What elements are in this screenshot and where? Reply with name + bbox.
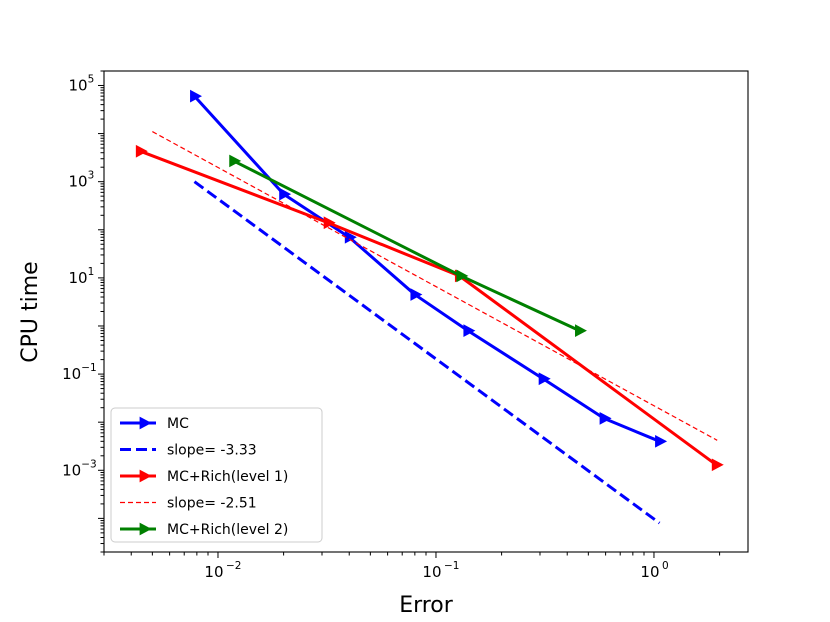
data-point-mc-rich-level-2 bbox=[456, 269, 469, 283]
y-axis-ticks bbox=[98, 70, 104, 553]
legend-label-mc: MC bbox=[167, 416, 189, 432]
legend-label-mc-rich-level-2: MC+Rich(level 2) bbox=[167, 522, 288, 538]
series-line-mc bbox=[193, 95, 661, 443]
data-point-mc bbox=[463, 324, 476, 337]
series-mc-rich-level-2 bbox=[229, 154, 587, 337]
data-point-mc-rich-level-2 bbox=[229, 154, 242, 168]
y-tick-label-exponent: −1 bbox=[81, 362, 96, 374]
x-tick-label: 10 bbox=[640, 563, 659, 581]
legend: MC slope= -3.33 MC+Rich(level 1) slope= -2.… bbox=[110, 407, 323, 543]
data-point-mc-rich-level-1 bbox=[323, 216, 336, 230]
y-tick-label: 10 bbox=[69, 173, 88, 191]
legend-marker-mc bbox=[139, 416, 152, 430]
x-axis-tick-labels: 10 −2 10 −1 10 0 bbox=[204, 560, 668, 581]
legend-marker-mc-rich-level-1 bbox=[139, 469, 152, 483]
legend-label-mc-rich-level-1: MC+Rich(level 1) bbox=[167, 469, 288, 485]
data-point-mc bbox=[538, 372, 551, 386]
legend-label-slope-2-51: slope= -2.51 bbox=[167, 496, 257, 512]
x-tick-label-exponent: −1 bbox=[444, 560, 459, 572]
x-tick-label-exponent: −2 bbox=[226, 560, 241, 572]
y-tick-label: 10 bbox=[62, 461, 81, 479]
data-point-mc-rich-level-1 bbox=[135, 144, 148, 158]
series-line-mc-rich-level-1 bbox=[139, 149, 718, 467]
data-point-mc-rich-level-1 bbox=[711, 458, 724, 472]
series-slope-2-51 bbox=[152, 131, 718, 441]
legend-label-slope-3-33: slope= -3.33 bbox=[167, 443, 257, 459]
data-point-mc bbox=[410, 288, 423, 301]
y-tick-label-exponent: 3 bbox=[88, 170, 95, 182]
series-line-slope-3-33 bbox=[193, 180, 661, 525]
x-axis-title: Error bbox=[399, 593, 454, 618]
x-tick-label-exponent: 0 bbox=[662, 560, 669, 572]
series-layer bbox=[135, 89, 724, 525]
data-point-mc-rich-level-2 bbox=[575, 324, 587, 337]
y-axis-title: CPU time bbox=[18, 261, 43, 362]
series-mc bbox=[190, 89, 668, 448]
data-point-mc bbox=[279, 187, 292, 201]
legend-marker-mc-rich-level-2 bbox=[139, 522, 152, 536]
x-tick-label: 10 bbox=[422, 563, 441, 581]
y-tick-label: 10 bbox=[62, 365, 81, 383]
data-point-mc bbox=[655, 434, 668, 448]
y-tick-label-exponent: 1 bbox=[88, 266, 95, 278]
y-tick-label: 10 bbox=[69, 76, 88, 94]
data-point-mc bbox=[599, 412, 612, 425]
y-tick-label-exponent: −3 bbox=[81, 458, 96, 470]
x-tick-label: 10 bbox=[204, 563, 223, 581]
series-slope-3-33 bbox=[193, 180, 661, 525]
x-axis-ticks bbox=[103, 552, 721, 558]
data-point-mc bbox=[190, 89, 203, 103]
legend-box bbox=[110, 407, 323, 543]
y-tick-label: 10 bbox=[69, 269, 88, 287]
y-tick-label-exponent: 5 bbox=[88, 73, 95, 85]
series-line-slope-2-51 bbox=[152, 131, 718, 441]
